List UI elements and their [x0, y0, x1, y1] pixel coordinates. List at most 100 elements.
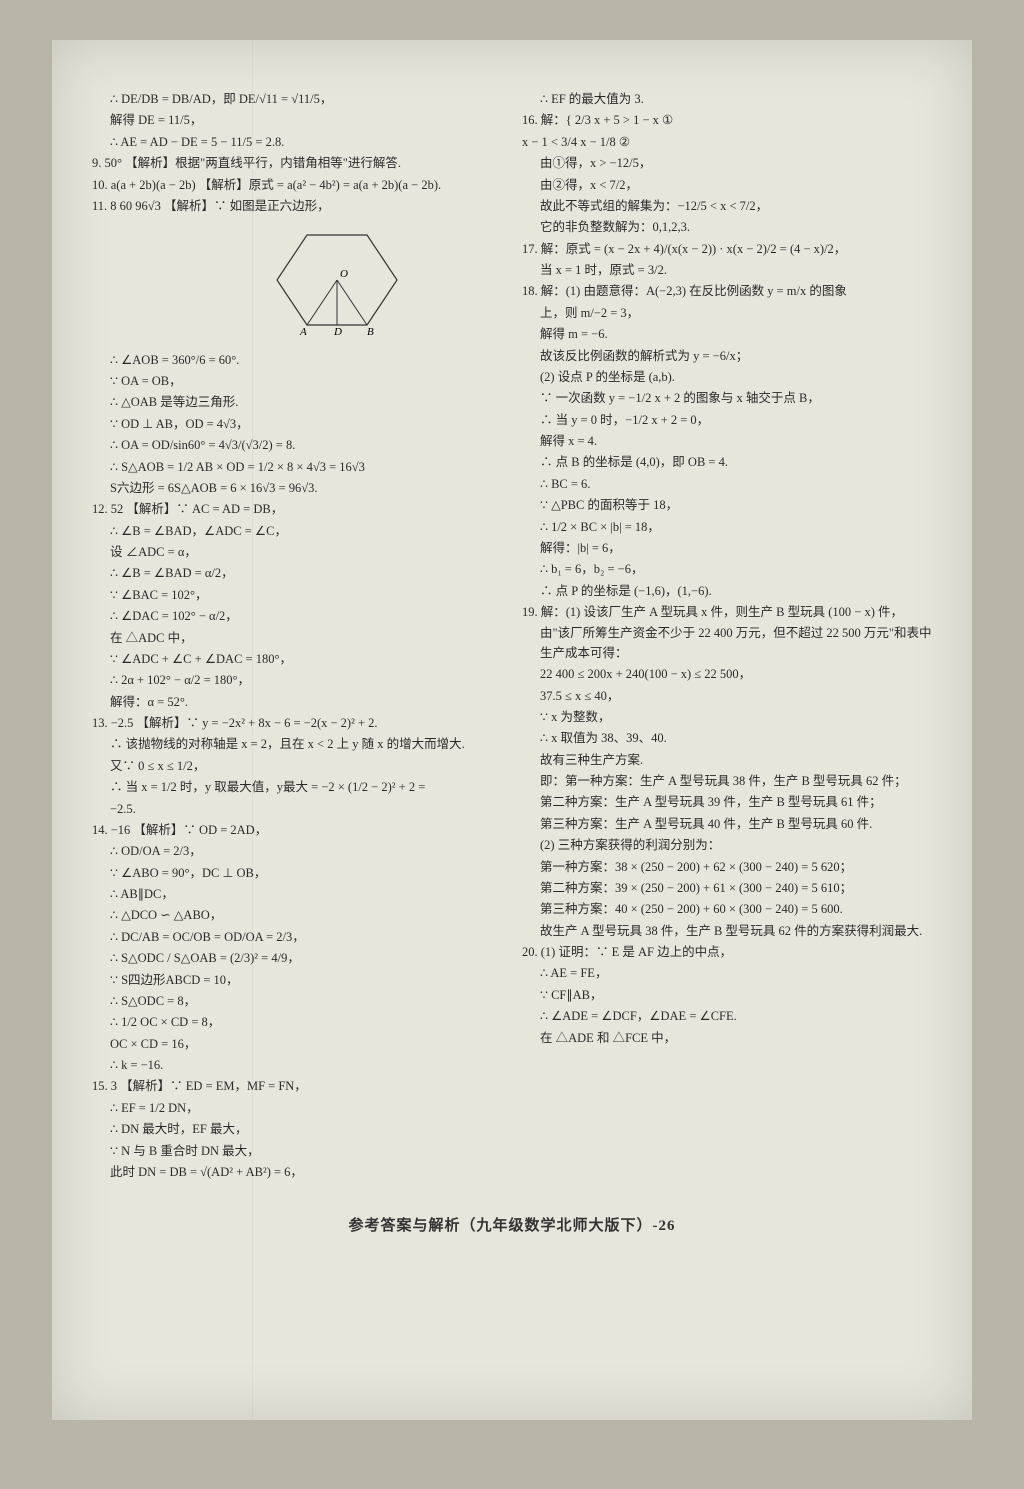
text-line: 即：第一种方案：生产 A 型号玩具 38 件，生产 B 型号玩具 62 件； — [522, 772, 932, 791]
text-line: 第三种方案：40 × (250 − 200) + 60 × (300 − 240… — [522, 900, 932, 919]
text-line: 它的非负整数解为：0,1,2,3. — [522, 218, 932, 237]
text-line: 由①得，x > −12/5， — [522, 154, 932, 173]
text-line: 22 400 ≤ 200x + 240(100 − x) ≤ 22 500， — [522, 665, 932, 684]
text-line: 又∵ 0 ≤ x ≤ 1/2， — [92, 757, 502, 776]
text-line: ∴ ∠ADE = ∠DCF，∠DAE = ∠CFE. — [522, 1007, 932, 1026]
two-column-layout: ∴ DE/DB = DB/AD，即 DE/√11 = √11/5， 解得 DE … — [92, 90, 932, 1184]
text-line: ∵ △PBC 的面积等于 18， — [522, 496, 932, 515]
text-line: ∴ AB∥DC， — [92, 885, 502, 904]
text-line: ∴ ∠B = ∠BAD，∠ADC = ∠C， — [92, 522, 502, 541]
text-line: −2.5. — [92, 800, 502, 819]
text-line: 18. 解：(1) 由题意得：A(−2,3) 在反比例函数 y = m/x 的图… — [522, 282, 932, 301]
text-line: ∴ k = −16. — [92, 1056, 502, 1075]
text-line: ∴ 该抛物线的对称轴是 x = 2，且在 x < 2 上 y 随 x 的增大而增… — [92, 735, 502, 754]
text-line: ∵ ∠ADC + ∠C + ∠DAC = 180°， — [92, 650, 502, 669]
text-line: ∴ ∠AOB = 360°/6 = 60°. — [92, 351, 502, 370]
text-line: ∴ x 取值为 38、39、40. — [522, 729, 932, 748]
text-line: ∴ OA = OD/sin60° = 4√3/(√3/2) = 8. — [92, 436, 502, 455]
text-line: ∴ DC/AB = OC/OB = OD/OA = 2/3， — [92, 928, 502, 947]
text-line: ∴ 当 x = 1/2 时，y 取最大值，y最大 = −2 × (1/2 − 2… — [92, 778, 502, 797]
text-line: ∴ 2α + 102° − α/2 = 180°， — [92, 671, 502, 690]
text-line: ∵ x 为整数， — [522, 708, 932, 727]
text-line: S六边形 = 6S△AOB = 6 × 16√3 = 96√3. — [92, 479, 502, 498]
text-line: 上，则 m/−2 = 3， — [522, 304, 932, 323]
text-line: 11. 8 60 96√3 【解析】∵ 如图是正六边形， — [92, 197, 502, 216]
text-line: 9. 50° 【解析】根据"两直线平行，内错角相等"进行解答. — [92, 154, 502, 173]
text-line: ∴ DE/DB = DB/AD，即 DE/√11 = √11/5， — [92, 90, 502, 109]
text-line: 19. 解：(1) 设该厂生产 A 型玩具 x 件，则生产 B 型玩具 (100… — [522, 603, 932, 622]
text-line: 在 △ADE 和 △FCE 中， — [522, 1029, 932, 1048]
text-line: 解得 DE = 11/5， — [92, 111, 502, 130]
text-line: 由"该厂所筹生产资金不少于 22 400 万元，但不超过 22 500 万元"和… — [522, 624, 932, 663]
text-line: ∴ OD/OA = 2/3， — [92, 842, 502, 861]
text-line: ∴ BC = 6. — [522, 475, 932, 494]
text-line: ∵ OA = OB， — [92, 372, 502, 391]
text-line: 解得 x = 4. — [522, 432, 932, 451]
text-line: ∵ ∠ABO = 90°，DC ⊥ OB， — [92, 864, 502, 883]
text-line: 在 △ADC 中， — [92, 629, 502, 648]
text-line: 20. (1) 证明：∵ E 是 AF 边上的中点， — [522, 943, 932, 962]
line-OA — [307, 280, 337, 325]
text-line: ∴ AE = FE， — [522, 964, 932, 983]
text-line: 故有三种生产方案. — [522, 751, 932, 770]
page: ∴ DE/DB = DB/AD，即 DE/√11 = √11/5， 解得 DE … — [52, 40, 972, 1420]
hexagon-svg: O A D B — [262, 220, 412, 340]
text-line: ∴ ∠B = ∠BAD = α/2， — [92, 564, 502, 583]
text-line: ∴ 点 B 的坐标是 (4,0)，即 OB = 4. — [522, 453, 932, 472]
text-line: 解得：α = 52°. — [92, 693, 502, 712]
text-line: 第二种方案：39 × (250 − 200) + 61 × (300 − 240… — [522, 879, 932, 898]
text-line: 此时 DN = DB = √(AD² + AB²) = 6， — [92, 1163, 502, 1182]
text-line: 解得：|b| = 6， — [522, 539, 932, 558]
text-line: 17. 解：原式 = (x − 2x + 4)/(x(x − 2)) · x(x… — [522, 240, 932, 259]
text-line: (2) 三种方案获得的利润分别为： — [522, 836, 932, 855]
text-line: ∴ 1/2 × BC × |b| = 18， — [522, 518, 932, 537]
page-footer: 参考答案与解析（九年级数学北师大版下）-26 — [92, 1214, 932, 1235]
text-line: ∴ △OAB 是等边三角形. — [92, 393, 502, 412]
text-line: 故此不等式组的解集为：−12/5 < x < 7/2， — [522, 197, 932, 216]
text-line: 14. −16 【解析】∵ OD = 2AD， — [92, 821, 502, 840]
text-line: ∵ ∠BAC = 102°， — [92, 586, 502, 605]
text-line: 10. a(a + 2b)(a − 2b) 【解析】原式 = a(a² − 4b… — [92, 176, 502, 195]
text-line: ∴ DN 最大时，EF 最大， — [92, 1120, 502, 1139]
label-O: O — [340, 268, 348, 280]
text-line: ∵ N 与 B 重合时 DN 最大， — [92, 1142, 502, 1161]
text-line: ∴ EF 的最大值为 3. — [522, 90, 932, 109]
text-line: ∴ S△ODC = 8， — [92, 992, 502, 1011]
hexagon-figure: O A D B — [172, 220, 502, 346]
page-crease — [252, 40, 253, 1420]
text-line: ∴ S△AOB = 1/2 AB × OD = 1/2 × 8 × 4√3 = … — [92, 458, 502, 477]
text-line: ∴ EF = 1/2 DN， — [92, 1099, 502, 1118]
text-line: x − 1 < 3/4 x − 1/8 ② — [522, 133, 932, 152]
right-column: ∴ EF 的最大值为 3. 16. 解：{ 2/3 x + 5 > 1 − x … — [522, 90, 932, 1184]
text-line: 由②得，x < 7/2， — [522, 176, 932, 195]
text-line: ∴ AE = AD − DE = 5 − 11/5 = 2.8. — [92, 133, 502, 152]
text-line: 设 ∠ADC = α， — [92, 543, 502, 562]
text-line: ∵ CF∥AB， — [522, 986, 932, 1005]
text-line: 第一种方案：38 × (250 − 200) + 62 × (300 − 240… — [522, 858, 932, 877]
text-line: 当 x = 1 时，原式 = 3/2. — [522, 261, 932, 280]
text-line: 13. −2.5 【解析】∵ y = −2x² + 8x − 6 = −2(x … — [92, 714, 502, 733]
label-B: B — [367, 326, 374, 338]
text-line: ∴ 点 P 的坐标是 (−1,6)，(1,−6). — [522, 582, 932, 601]
text-line: ∴ 1/2 OC × CD = 8， — [92, 1013, 502, 1032]
text-line: ∵ 一次函数 y = −1/2 x + 2 的图象与 x 轴交于点 B， — [522, 389, 932, 408]
text-line: ∴ 当 y = 0 时，−1/2 x + 2 = 0， — [522, 411, 932, 430]
text-line: 15. 3 【解析】∵ ED = EM，MF = FN， — [92, 1077, 502, 1096]
text-line: ∴ ∠DAC = 102° − α/2， — [92, 607, 502, 626]
line-OB — [337, 280, 367, 325]
text-line: ∵ S四边形ABCD = 10， — [92, 971, 502, 990]
text-line: ∴ S△ODC / S△OAB = (2/3)² = 4/9， — [92, 949, 502, 968]
text-line: 第三种方案：生产 A 型号玩具 40 件，生产 B 型号玩具 60 件. — [522, 815, 932, 834]
label-D: D — [333, 326, 342, 338]
text-line: 37.5 ≤ x ≤ 40， — [522, 687, 932, 706]
text-line: (2) 设点 P 的坐标是 (a,b). — [522, 368, 932, 387]
text-line: 故生产 A 型号玩具 38 件，生产 B 型号玩具 62 件的方案获得利润最大. — [522, 922, 932, 941]
text-line: ∵ OD ⊥ AB，OD = 4√3， — [92, 415, 502, 434]
text-line: 故该反比例函数的解析式为 y = −6/x； — [522, 347, 932, 366]
text-line: OC × CD = 16， — [92, 1035, 502, 1054]
text-line: ∴ b₁ = 6，b₂ = −6， — [522, 560, 932, 579]
text-line: 16. 解：{ 2/3 x + 5 > 1 − x ① — [522, 111, 932, 130]
label-A: A — [299, 326, 307, 338]
text-line: 第二种方案：生产 A 型号玩具 39 件，生产 B 型号玩具 61 件； — [522, 793, 932, 812]
text-line: 12. 52 【解析】∵ AC = AD = DB， — [92, 500, 502, 519]
